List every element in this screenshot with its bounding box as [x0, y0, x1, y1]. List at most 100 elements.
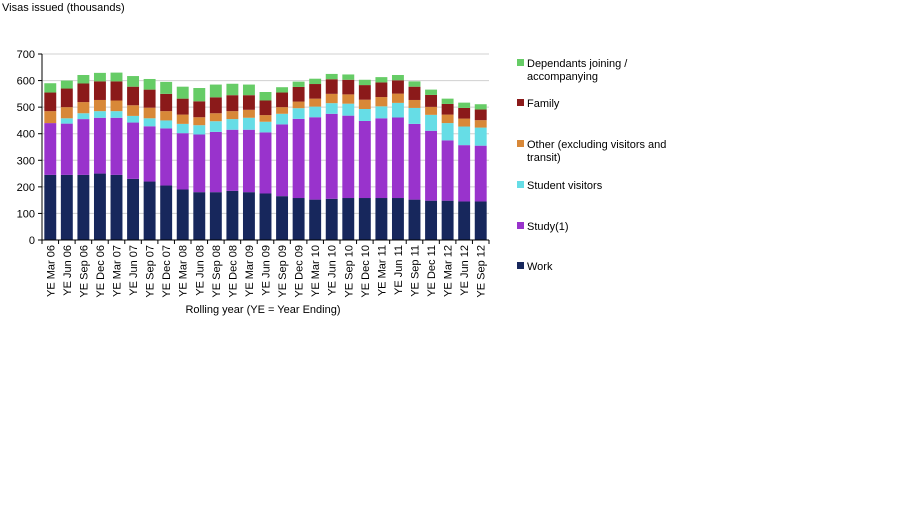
bar-segment-3 [458, 118, 471, 127]
bar-segment-4 [44, 92, 57, 112]
bar-segment-1 [391, 117, 404, 199]
bar-segment-0 [292, 198, 305, 240]
bar-segment-4 [77, 83, 90, 103]
x-tick-label: YE Dec 08 [227, 245, 239, 298]
x-tick-label: YE Sep 11 [410, 245, 422, 297]
bar-segment-0 [242, 192, 255, 240]
legend-label: Work [527, 261, 553, 273]
bar-segment-0 [441, 200, 454, 240]
bar-segment-3 [209, 113, 222, 122]
legend-swatch-4 [517, 99, 524, 106]
bar-segment-4 [143, 89, 156, 108]
bar-segment-4 [93, 81, 106, 100]
x-tick-label: YE Sep 07 [145, 245, 157, 298]
bar-segment-0 [391, 198, 404, 240]
x-tick-label: YE Sep 08 [211, 245, 223, 298]
bar-segment-0 [110, 174, 123, 240]
x-tick-label: YE Dec 06 [95, 245, 107, 298]
bar-segment-1 [242, 129, 255, 193]
bar-segment-3 [60, 107, 73, 119]
bar-segment-2 [209, 121, 222, 132]
bar-segment-5 [425, 89, 438, 95]
bar-segment-5 [193, 88, 206, 102]
bar-segment-1 [375, 118, 388, 199]
x-tick-label: YE Mar 09 [244, 245, 256, 297]
x-tick-label: YE Dec 09 [294, 245, 306, 298]
bar-segment-3 [276, 107, 289, 114]
bar-segment-5 [209, 84, 222, 98]
bar-segment-4 [425, 94, 438, 107]
x-tick-label: YE Jun 09 [261, 245, 273, 296]
bar-segment-2 [259, 121, 272, 133]
bar-segment-0 [143, 181, 156, 240]
bar-segment-5 [342, 74, 355, 80]
bar-segment-2 [292, 108, 305, 119]
bar-segment-2 [425, 114, 438, 131]
bar-segment-3 [242, 109, 255, 118]
bar-segment-3 [127, 105, 140, 116]
bar-segment-0 [93, 173, 106, 240]
bar-segment-4 [160, 93, 173, 112]
bar-segment-0 [127, 178, 140, 240]
bar-segment-4 [176, 98, 189, 115]
bar-segment-3 [292, 101, 305, 109]
bar-segment-2 [342, 103, 355, 116]
bar-segment-3 [93, 99, 106, 112]
bar-segment-3 [143, 107, 156, 119]
bar-segment-5 [127, 76, 140, 87]
bar-segment-3 [375, 97, 388, 107]
y-axis-title: Visas issued (thousands) [2, 2, 125, 14]
bar-segment-4 [375, 82, 388, 98]
bar-segment-5 [276, 87, 289, 93]
x-tick-label: YE Sep 12 [476, 245, 488, 298]
x-tick-label: YE Jun 06 [62, 245, 74, 296]
x-tick-label: YE Sep 06 [78, 245, 90, 298]
bar-segment-0 [259, 193, 272, 240]
y-tick-label: 600 [17, 76, 35, 88]
legend-swatch-3 [517, 140, 524, 147]
bar-segment-5 [408, 81, 421, 87]
x-tick-label: YE Dec 11 [426, 245, 438, 297]
bar-segment-5 [110, 72, 123, 82]
bar-segment-3 [358, 99, 371, 109]
legend-label: Dependants joining / accompanying [527, 58, 628, 83]
bar-segment-4 [292, 86, 305, 102]
bar-segment-0 [358, 198, 371, 240]
bar-segment-3 [408, 99, 421, 108]
bar-segment-5 [242, 84, 255, 96]
bar-segment-4 [276, 92, 289, 108]
bar-segment-1 [193, 134, 206, 193]
x-tick-label: YE Jun 11 [393, 245, 405, 295]
bar-segment-3 [425, 106, 438, 115]
x-tick-label: YE Sep 09 [277, 245, 289, 298]
bar-segment-0 [193, 192, 206, 240]
y-tick-label: 100 [17, 208, 35, 220]
bar-segment-4 [474, 109, 487, 121]
legend-swatch-5 [517, 59, 524, 66]
bar-segment-0 [60, 174, 73, 240]
bar-segment-2 [276, 113, 289, 125]
bar-segment-4 [342, 79, 355, 95]
bar-segment-0 [342, 198, 355, 240]
bar-segment-0 [209, 192, 222, 240]
bar-segment-4 [441, 103, 454, 115]
bar-segment-3 [110, 100, 123, 112]
bar-segment-4 [358, 85, 371, 100]
bar-segment-1 [358, 120, 371, 199]
bar-segment-4 [325, 79, 338, 94]
bar-segment-0 [425, 200, 438, 240]
bar-segment-1 [259, 132, 272, 194]
bar-segment-1 [458, 145, 471, 202]
x-tick-label: YE Mar 11 [376, 245, 388, 296]
bar-segment-0 [226, 190, 239, 240]
bar-segment-1 [176, 133, 189, 190]
legend: Dependants joining / accompanying Family Ot… [517, 58, 666, 273]
y-tick-label: 300 [17, 155, 35, 167]
legend-swatch-2 [517, 181, 524, 188]
y-tick-label: 200 [17, 182, 35, 194]
bar-segment-5 [259, 92, 272, 101]
bar-segment-2 [226, 119, 239, 130]
x-tick-label: YE Mar 08 [178, 245, 190, 297]
bar-segment-1 [127, 122, 140, 179]
legend-label: Study(1) [527, 221, 569, 233]
